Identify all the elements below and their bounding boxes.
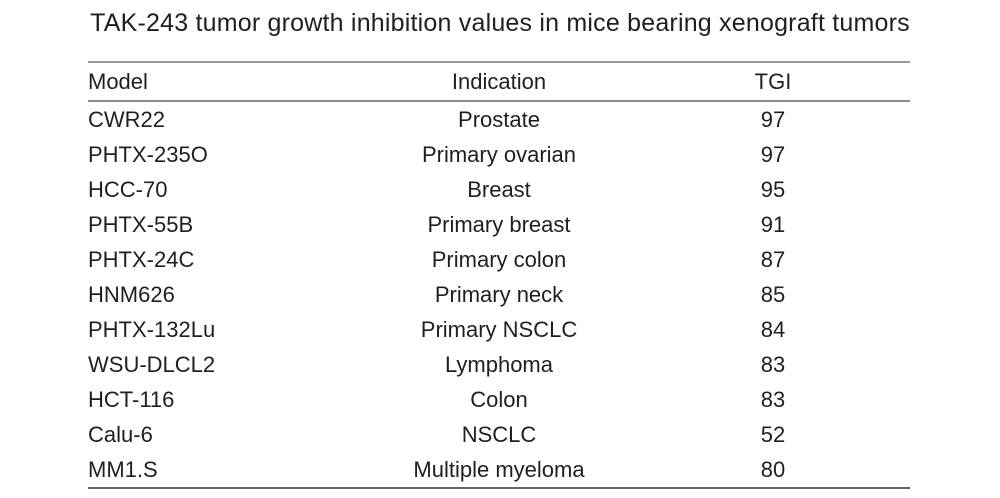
table-row: MM1.S Multiple myeloma 80 <box>88 452 910 488</box>
cell-tgi: 83 <box>760 386 786 412</box>
cell-model: Calu-6 <box>88 421 153 447</box>
column-header-indication: Indication <box>362 62 636 102</box>
cell-indication: Breast <box>467 176 531 202</box>
cell-model: HCT-116 <box>88 386 175 412</box>
cell-tgi: 52 <box>760 421 786 447</box>
table-row: HNM626 Primary neck 85 <box>88 277 910 312</box>
table-row: WSU-DLCL2 Lymphoma 83 <box>88 347 910 382</box>
cell-tgi: 97 <box>760 106 786 132</box>
chart-title: TAK-243 tumor growth inhibition values i… <box>90 9 910 37</box>
cell-tgi: 84 <box>760 316 786 342</box>
header-row: Model Indication TGI <box>88 62 910 102</box>
cell-tgi: 80 <box>760 456 786 482</box>
column-header-model: Model <box>88 62 362 102</box>
cell-model: MM1.S <box>88 456 158 482</box>
table-row: CWR22 Prostate 97 <box>88 101 910 137</box>
cell-indication: Primary colon <box>431 246 567 272</box>
table-row: HCT-116 Colon 83 <box>88 382 910 417</box>
cell-tgi: 85 <box>760 281 786 307</box>
table-row: HCC-70 Breast 95 <box>88 172 910 207</box>
cell-model: HCC-70 <box>88 176 168 202</box>
table-header: Model Indication TGI <box>88 62 910 102</box>
cell-tgi: 95 <box>760 176 786 202</box>
cell-indication: Lymphoma <box>444 351 553 377</box>
tgi-table: Model Indication TGI CWR22 Prostate 97 P… <box>88 61 910 489</box>
cell-model: HNM626 <box>88 281 175 307</box>
cell-indication: Prostate <box>458 106 540 132</box>
cell-tgi: 97 <box>760 141 786 167</box>
table-row: PHTX-235O Primary ovarian 97 <box>88 137 910 172</box>
cell-indication: Primary ovarian <box>421 141 577 167</box>
cell-model: PHTX-235O <box>88 141 208 167</box>
cell-model: PHTX-132Lu <box>88 316 216 342</box>
table-row: Calu-6 NSCLC 52 <box>88 417 910 452</box>
cell-model: PHTX-55B <box>88 211 194 237</box>
cell-model: CWR22 <box>88 106 166 132</box>
table-row: PHTX-132Lu Primary NSCLC 84 <box>88 312 910 347</box>
cell-model: PHTX-24C <box>88 246 195 272</box>
cell-indication: Primary neck <box>434 281 564 307</box>
cell-tgi: 83 <box>760 351 786 377</box>
cell-model: WSU-DLCL2 <box>88 351 216 377</box>
table-body: CWR22 Prostate 97 PHTX-235O Primary ovar… <box>88 101 910 488</box>
cell-indication: Multiple myeloma <box>413 456 585 482</box>
cell-indication: NSCLC <box>461 421 537 447</box>
cell-indication: Primary NSCLC <box>420 316 578 342</box>
cell-indication: Colon <box>470 386 528 412</box>
cell-indication: Primary breast <box>427 211 571 237</box>
cell-tgi: 91 <box>760 211 786 237</box>
table-row: PHTX-24C Primary colon 87 <box>88 242 910 277</box>
cell-tgi: 87 <box>760 246 786 272</box>
column-header-tgi: TGI <box>636 62 910 102</box>
table-row: PHTX-55B Primary breast 91 <box>88 207 910 242</box>
